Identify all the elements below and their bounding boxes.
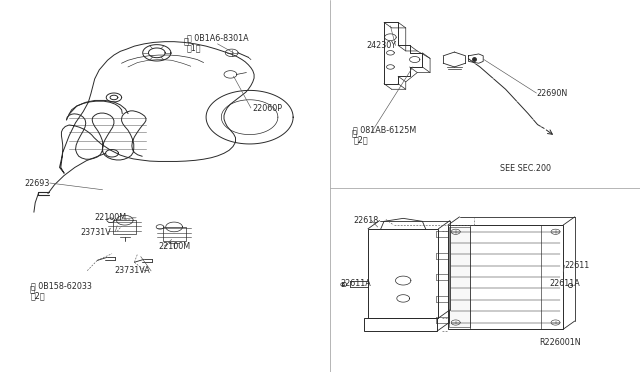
- Text: 22690N: 22690N: [536, 89, 568, 98]
- Text: 22060P: 22060P: [253, 104, 283, 113]
- Text: 23731V: 23731V: [80, 228, 111, 237]
- Text: 22611A: 22611A: [340, 279, 371, 288]
- Text: Ⓑ 0B158-62033
（2）: Ⓑ 0B158-62033 （2）: [31, 281, 92, 301]
- Text: 22611: 22611: [564, 262, 589, 270]
- Text: SEE SEC.200: SEE SEC.200: [500, 164, 552, 173]
- Text: Ⓑ: Ⓑ: [183, 37, 188, 46]
- Text: 22611A: 22611A: [549, 279, 580, 288]
- Text: 22100M: 22100M: [95, 213, 127, 222]
- Text: 22693: 22693: [24, 179, 50, 187]
- Text: Ⓐ 081AB-6125M
（2）: Ⓐ 081AB-6125M （2）: [353, 125, 417, 144]
- Text: Ⓐ: Ⓐ: [351, 129, 356, 138]
- Bar: [449, 227, 470, 327]
- Bar: [448, 225, 563, 329]
- Text: 24230Y: 24230Y: [367, 41, 397, 50]
- Text: 22618: 22618: [353, 216, 378, 225]
- Text: Ⓑ 0B1A6-8301A
（1）: Ⓑ 0B1A6-8301A （1）: [187, 33, 248, 52]
- Text: R226001N: R226001N: [539, 339, 580, 347]
- Bar: [364, 318, 437, 331]
- Bar: [368, 229, 438, 318]
- Text: Ⓑ: Ⓑ: [29, 286, 35, 295]
- Text: 23731VA: 23731VA: [114, 266, 150, 275]
- Text: 22100M: 22100M: [159, 242, 191, 251]
